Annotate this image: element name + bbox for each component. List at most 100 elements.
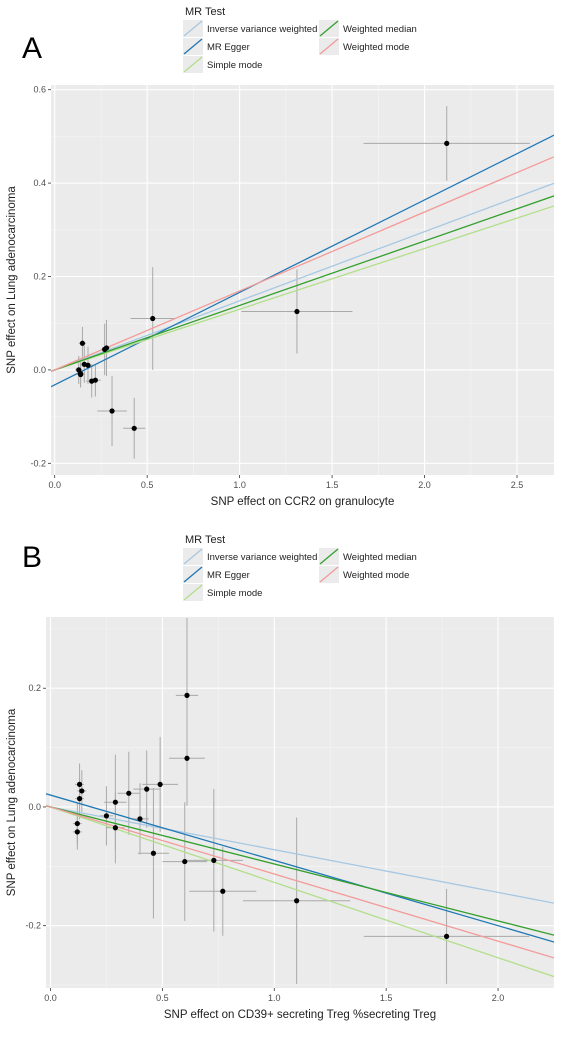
data-point <box>79 788 85 794</box>
legend-entry: Weighted mode <box>343 570 409 581</box>
data-point <box>112 799 118 805</box>
plot-area <box>51 85 554 475</box>
regression-line <box>51 134 554 388</box>
regression-line <box>46 804 554 959</box>
legend-key <box>319 20 339 37</box>
y-tick-label: -0.2 <box>30 458 46 468</box>
x-tick-label: 1.0 <box>268 993 281 1003</box>
legend-title: MR Test <box>185 6 225 18</box>
data-point <box>184 692 190 698</box>
y-tick-label: 0.4 <box>33 178 46 188</box>
plot-background <box>51 85 554 475</box>
legend-entry: Inverse variance weighted <box>207 552 317 563</box>
data-point <box>112 825 118 831</box>
data-point <box>150 850 157 856</box>
legend-entry: Inverse variance weighted <box>207 24 317 35</box>
x-axis-title: SNP effect on CD39+ secreting Treg %secr… <box>164 1009 436 1021</box>
legend-key <box>183 38 203 55</box>
regression-line <box>46 805 554 904</box>
y-tick-label: 0.6 <box>33 85 46 95</box>
legend-key-line <box>183 38 203 55</box>
y-tick-label: 0.0 <box>28 802 41 812</box>
x-tick-label: 2.5 <box>511 480 524 490</box>
data-point <box>137 816 143 822</box>
y-tick-label: 0.0 <box>33 365 46 375</box>
panel-label: B <box>22 541 42 574</box>
plot-area <box>46 617 554 988</box>
y-tick-label: 0.2 <box>28 683 41 693</box>
data-point <box>76 781 83 787</box>
data-point <box>76 367 82 373</box>
data-point <box>157 781 163 787</box>
regression-line <box>51 195 554 372</box>
panel-label: A <box>22 32 42 65</box>
data-point <box>81 361 87 367</box>
legend-entry: Weighted median <box>343 552 417 563</box>
legend-key-line <box>319 38 339 55</box>
x-tick-label: 0.0 <box>48 480 61 490</box>
regression-line <box>46 804 554 978</box>
data-point <box>211 857 217 863</box>
legend: MR Test Inverse variance weighted Weighted… <box>183 6 417 73</box>
legend-key <box>319 38 339 55</box>
y-tick-label: 0.2 <box>33 271 46 281</box>
data-point <box>74 820 80 827</box>
data-point <box>294 308 300 315</box>
legend-key <box>319 566 339 583</box>
legend-key-line <box>319 20 339 37</box>
chart-panel-A: A MR Test Inverse variance weighted Weighte… <box>6 6 554 508</box>
regression-line <box>46 793 554 943</box>
legend-entry: Simple mode <box>207 588 262 599</box>
chart-panel-B: B MR Test Inverse variance weighted Weighte… <box>6 534 554 1021</box>
legend-key <box>183 548 203 565</box>
legend-entry: Weighted median <box>343 24 417 35</box>
y-axis-title: SNP effect on Lung adenocarcinoma <box>6 708 18 896</box>
data-point <box>150 315 156 322</box>
regression-line <box>51 156 554 373</box>
legend-key-line <box>319 566 339 583</box>
legend-key-line <box>183 548 203 565</box>
data-point <box>144 786 150 792</box>
legend-entry: MR Egger <box>207 42 250 53</box>
legend-key <box>319 548 339 565</box>
legend-entry: Weighted mode <box>343 42 409 53</box>
data-point <box>77 371 84 378</box>
data-point <box>443 933 450 939</box>
legend-key-line <box>183 20 203 37</box>
data-point <box>131 425 137 431</box>
data-point <box>182 858 188 865</box>
x-tick-label: 1.5 <box>380 993 393 1003</box>
legend-key <box>183 566 203 583</box>
regression-line <box>51 182 554 372</box>
data-point <box>103 813 110 819</box>
y-tick-label: -0.2 <box>25 921 41 931</box>
data-point <box>89 378 95 384</box>
regression-line <box>46 805 554 936</box>
regression-line <box>51 205 554 372</box>
data-point <box>79 340 86 346</box>
legend-title: MR Test <box>185 534 225 546</box>
legend: MR Test Inverse variance weighted Weighted… <box>183 534 417 601</box>
data-point <box>109 408 115 414</box>
x-tick-label: 2.0 <box>492 993 505 1003</box>
legend-key <box>183 584 203 601</box>
x-tick-label: 0.0 <box>44 993 57 1003</box>
data-point <box>126 790 132 796</box>
data-point <box>220 888 226 894</box>
y-axis-title: SNP effect on Lung adenocarcinoma <box>6 186 18 374</box>
legend-key <box>183 20 203 37</box>
data-point <box>184 755 190 761</box>
x-tick-label: 1.5 <box>326 480 339 490</box>
x-tick-label: 0.5 <box>141 480 154 490</box>
x-axis-title: SNP effect on CCR2 on granulocyte <box>211 496 395 508</box>
legend-entry: Simple mode <box>207 60 262 71</box>
data-point <box>74 829 80 835</box>
legend-key-line <box>319 548 339 565</box>
data-point <box>294 898 300 904</box>
data-point <box>102 346 108 352</box>
legend-key <box>183 56 203 73</box>
legend-key-line <box>183 566 203 583</box>
x-tick-label: 1.0 <box>233 480 246 490</box>
